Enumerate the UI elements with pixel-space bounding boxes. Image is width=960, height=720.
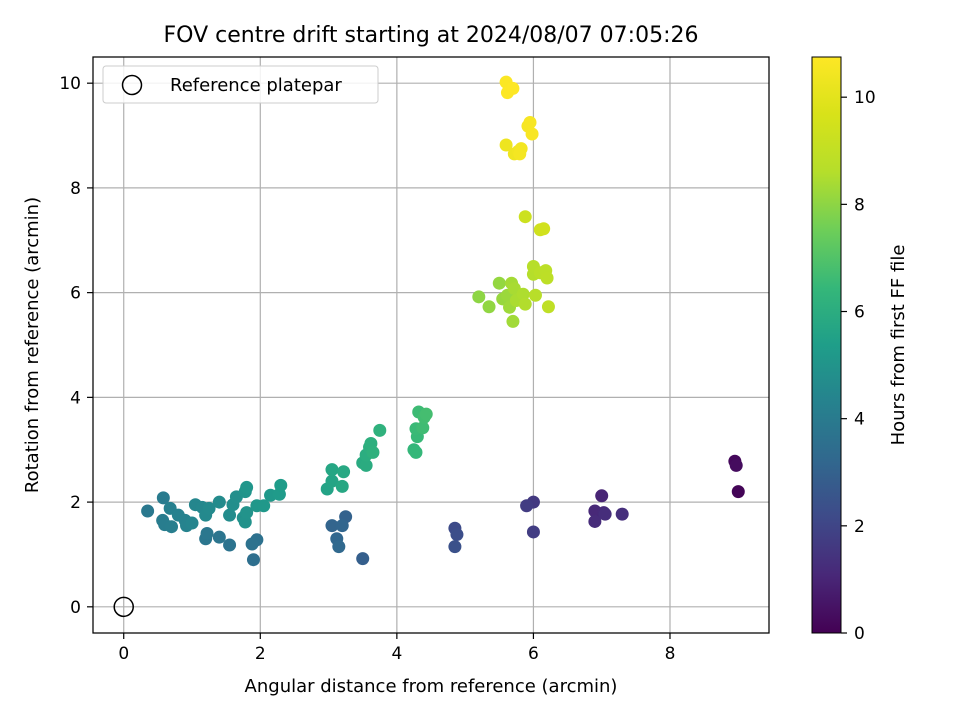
data-point [245,537,259,551]
data-point [506,314,520,328]
x-tick-label: 4 [391,644,402,664]
data-point [212,530,226,544]
colorbar: 0 2 4 6 8 10 Hours from first FF file [811,56,909,644]
data-point [506,81,520,95]
y-axis-ticks: 0 2 4 6 8 10 [59,74,93,618]
data-point [448,540,462,554]
colorbar-tick-label: 4 [854,410,865,430]
data-point [356,552,370,566]
data-point [202,501,216,515]
data-point [240,480,254,494]
data-point [450,528,464,542]
y-axis-label: Rotation from reference (arcmin) [22,197,43,493]
chart-title: FOV centre drift starting at 2024/08/07 … [164,23,699,48]
data-point [472,290,486,304]
colorbar-tick-label: 2 [854,517,865,537]
y-tick-label: 2 [70,493,81,513]
data-point [513,147,527,161]
data-point [729,458,743,472]
data-point [541,300,555,314]
legend-box [102,65,379,104]
x-tick-label: 8 [665,644,676,664]
reference-platepar-marker [113,596,134,618]
data-point [156,491,170,505]
data-point [337,465,351,479]
data-point [516,287,530,301]
data-point [528,288,542,302]
data-point [482,300,496,314]
data-point [212,495,226,509]
data-point [615,507,629,521]
y-tick-label: 4 [70,388,81,408]
x-axis-label: Angular distance from reference (arcmin) [245,676,618,697]
data-point [240,506,254,520]
data-point [200,527,214,541]
legend-entry-label: Reference platepar [170,75,342,96]
data-point [598,507,612,521]
plot-frame [92,56,770,634]
data-point [518,297,532,311]
data-point [588,514,602,528]
data-point [731,485,745,499]
data-point [141,504,155,518]
data-point [165,520,179,534]
data-point [518,210,532,224]
data-point [335,479,349,493]
data-point [325,519,339,533]
x-tick-label: 2 [255,644,266,664]
data-point [257,499,271,513]
y-tick-label: 0 [70,598,81,618]
data-point [416,421,430,435]
data-point [537,222,551,236]
data-point [359,458,373,472]
data-point [492,276,506,290]
data-point [325,463,339,477]
data-point [525,127,539,141]
y-tick-label: 6 [70,284,81,304]
data-point [246,553,260,567]
colorbar-label: Hours from first FF file [888,245,909,446]
data-point [185,516,199,530]
data-point [366,445,380,459]
data-points [141,75,745,567]
data-point [499,138,513,152]
data-point [523,115,537,129]
data-point [274,478,288,492]
data-point [223,508,237,522]
x-tick-label: 6 [528,644,539,664]
colorbar-gradient [811,56,842,634]
x-axis-ticks: 0 2 4 6 8 [118,633,675,664]
colorbar-tick-label: 10 [854,88,876,108]
y-tick-label: 10 [59,74,81,94]
data-point [540,271,554,285]
data-point [325,474,339,488]
colorbar-ticks: 0 2 4 6 8 10 [841,88,876,644]
data-point [595,489,609,503]
legend: Reference platepar [102,65,379,104]
data-point [335,519,349,533]
x-tick-label: 0 [118,644,129,664]
data-point [520,499,534,513]
colorbar-tick-label: 0 [854,624,865,644]
grid-lines [93,57,769,633]
legend-marker [121,74,143,96]
data-point [526,525,540,539]
data-point [409,445,423,459]
y-tick-label: 8 [70,179,81,199]
data-point [332,540,346,554]
data-point [419,407,433,421]
colorbar-tick-label: 8 [854,195,865,215]
colorbar-tick-label: 6 [854,303,865,323]
data-point [373,423,387,437]
data-point [223,538,237,552]
